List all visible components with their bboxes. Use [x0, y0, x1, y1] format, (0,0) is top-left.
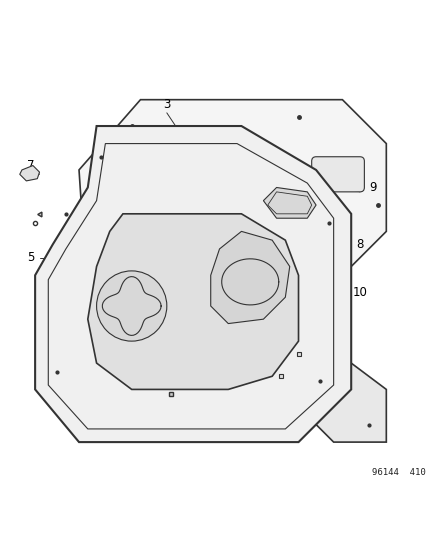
Polygon shape	[88, 214, 298, 390]
Text: 6: 6	[285, 352, 293, 365]
Polygon shape	[20, 166, 39, 181]
Text: 2: 2	[75, 339, 83, 352]
Text: 5: 5	[27, 251, 34, 264]
Text: 7: 7	[27, 159, 35, 172]
FancyBboxPatch shape	[311, 157, 364, 192]
Polygon shape	[315, 363, 385, 442]
Text: 1: 1	[88, 400, 96, 414]
Circle shape	[96, 271, 166, 341]
Polygon shape	[35, 126, 350, 442]
Text: 3: 3	[163, 98, 170, 110]
Text: 10: 10	[352, 286, 367, 300]
Polygon shape	[210, 231, 289, 324]
Text: 96144  410: 96144 410	[371, 468, 425, 477]
Text: 4: 4	[355, 400, 363, 414]
Text: 9: 9	[368, 181, 376, 194]
Polygon shape	[79, 100, 385, 302]
Polygon shape	[263, 188, 315, 218]
Text: 8: 8	[356, 238, 363, 251]
